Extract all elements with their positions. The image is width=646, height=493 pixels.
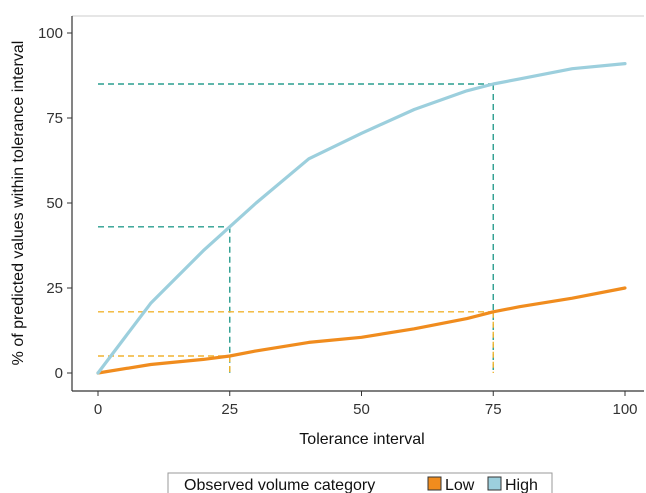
- series-line-high: [96, 61, 627, 375]
- legend-box: [167, 472, 553, 493]
- y-axis-title: % of predicted values within tolerance i…: [10, 41, 27, 366]
- legend-label-high: High: [505, 477, 538, 493]
- series-lines: [96, 61, 627, 375]
- legend-label-low: Low: [445, 477, 475, 493]
- y-tick-label: 25: [46, 280, 63, 297]
- x-tick-label: 0: [94, 401, 102, 418]
- y-tick-label: 100: [38, 25, 63, 42]
- y-tick-label: 0: [55, 365, 63, 382]
- x-tick-label: 50: [353, 401, 370, 418]
- legend-key-high: [487, 476, 502, 491]
- x-axis-ticks: 0 25 50 75 100: [94, 391, 638, 418]
- x-axis-title: Tolerance interval: [299, 431, 424, 448]
- y-tick-label: 50: [46, 195, 63, 212]
- x-tick-label: 75: [485, 401, 502, 418]
- y-axis-ticks: 0 25 50 75 100: [38, 25, 72, 382]
- y-tick-label: 75: [46, 110, 63, 127]
- legend-key-low: [427, 476, 442, 491]
- legend: Observed volume category Low High: [167, 472, 553, 493]
- x-tick-label: 100: [612, 401, 637, 418]
- series-line-low: [96, 286, 627, 375]
- x-tick-label: 25: [221, 401, 238, 418]
- legend-title: Observed volume category: [184, 477, 375, 493]
- reference-lines: [98, 83, 494, 373]
